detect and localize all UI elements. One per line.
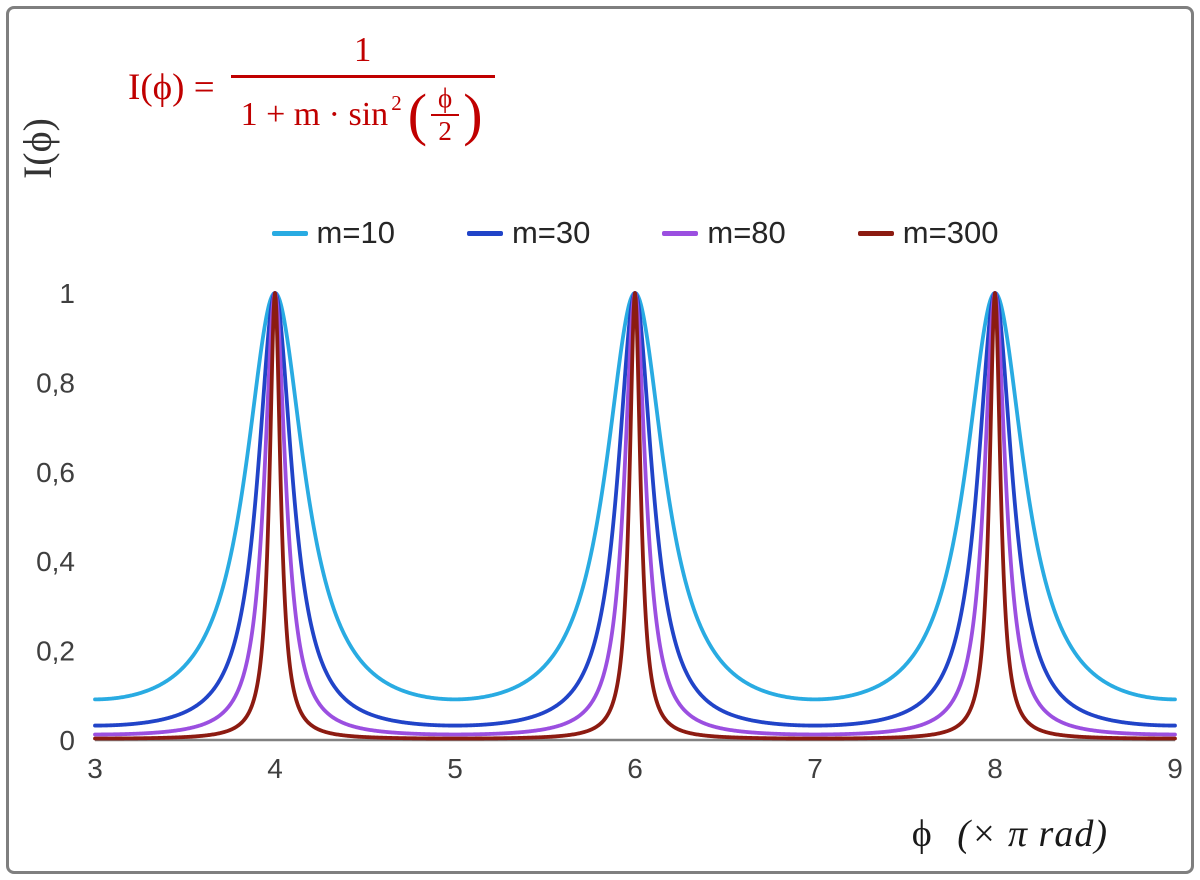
formula: I(ϕ) = 1 1 + m · sin 2 ( ϕ 2 ) bbox=[128, 30, 495, 145]
legend-item-m30: m=30 bbox=[466, 215, 591, 251]
legend-label-m30: m=30 bbox=[511, 215, 591, 250]
legend-swatch-m30 bbox=[466, 230, 503, 236]
curve-m=30 bbox=[93, 291, 1177, 728]
legend-item-m10: m=10 bbox=[271, 215, 395, 251]
x-tick-label: 3 bbox=[87, 753, 103, 784]
x-tick-label: 7 bbox=[807, 753, 823, 784]
legend-label-m300: m=300 bbox=[902, 215, 999, 250]
formula-inner-denominator: 2 bbox=[431, 114, 459, 145]
legend-label-m80: m=80 bbox=[707, 215, 786, 250]
x-tick-label: 5 bbox=[447, 753, 463, 784]
legend-swatch-m80 bbox=[662, 230, 699, 236]
formula-numerator: 1 bbox=[353, 30, 372, 69]
y-tick-label: 0,4 bbox=[36, 546, 75, 577]
x-tick-label: 9 bbox=[1167, 753, 1183, 784]
legend-label-m10: m=10 bbox=[316, 215, 395, 250]
formula-fraction: 1 1 + m · sin 2 ( ϕ 2 ) bbox=[230, 30, 495, 148]
legend-item-m80: m=80 bbox=[662, 215, 786, 251]
x-axis-label-units: (× π rad) bbox=[957, 813, 1108, 855]
formula-right-paren: ) bbox=[463, 82, 483, 148]
y-tick-label: 0,8 bbox=[36, 367, 75, 398]
x-tick-label: 4 bbox=[267, 753, 283, 784]
legend-item-m300: m=300 bbox=[857, 215, 999, 251]
y-tick-label: 0,6 bbox=[36, 457, 75, 488]
formula-denominator: 1 + m · sin 2 ( ϕ 2 ) bbox=[230, 75, 495, 148]
x-tick-label: 8 bbox=[987, 753, 1003, 784]
curve-m=80 bbox=[93, 291, 1177, 737]
curve-m=300 bbox=[93, 291, 1177, 741]
x-axis-label-phi: ϕ bbox=[911, 813, 933, 855]
x-tick-label: 6 bbox=[627, 753, 643, 784]
formula-inner-numerator: ϕ bbox=[438, 83, 453, 113]
y-tick-label: 0 bbox=[59, 725, 75, 756]
x-axis-label: ϕ (× π rad) bbox=[912, 812, 1108, 856]
y-tick-label: 0,2 bbox=[36, 636, 75, 667]
y-tick-label: 1 bbox=[59, 278, 75, 309]
legend: m=10 m=30 m=80 m=300 bbox=[95, 215, 1175, 251]
formula-lhs: I(ϕ) = bbox=[128, 67, 215, 108]
formula-inner-fraction: ϕ 2 bbox=[431, 85, 459, 145]
y-axis-label: I(ϕ) bbox=[15, 118, 60, 180]
formula-exponent: 2 bbox=[391, 90, 402, 115]
legend-swatch-m10 bbox=[271, 230, 308, 236]
formula-den-text: 1 + m · sin bbox=[240, 96, 389, 133]
formula-left-paren: ( bbox=[407, 82, 428, 148]
legend-swatch-m300 bbox=[857, 230, 894, 236]
